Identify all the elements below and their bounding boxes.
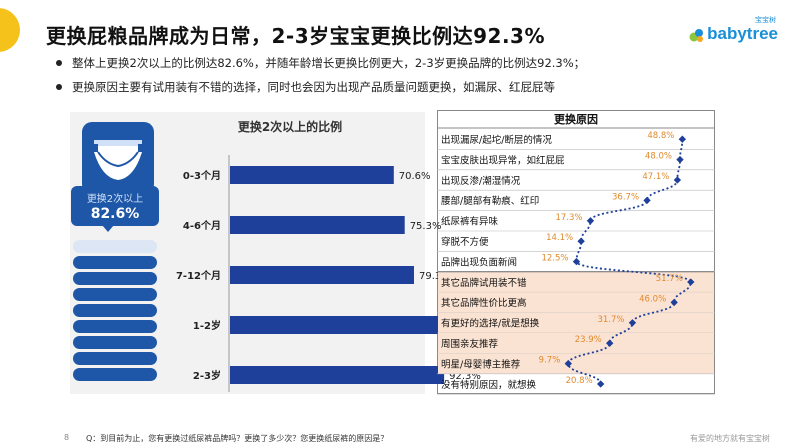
reason-category-label: 没有特别原因，就想换	[441, 379, 537, 391]
reason-point	[687, 278, 695, 286]
bar-chart-title: 更换2次以上的比例	[238, 119, 342, 134]
bar	[230, 166, 394, 184]
reason-point	[596, 380, 605, 388]
page-title: 更换屁粮品牌成为日常，2-3岁宝宝更换比例达92.3%	[46, 24, 546, 48]
reason-point	[564, 359, 572, 368]
overall-badge: 更换2次以上 82.6%	[71, 186, 159, 226]
badge-value: 82.6%	[90, 206, 140, 222]
diaper-icon	[82, 122, 154, 194]
reason-row-highlight	[438, 353, 714, 374]
reasons-chart-title: 更换原因	[554, 112, 598, 126]
reason-value-label: 23.9%	[575, 335, 602, 345]
reason-category-label: 纸尿裤有异味	[441, 216, 499, 228]
reason-category-label: 宝宝皮肤出现异常，如红屁屁	[441, 154, 565, 166]
reason-value-label: 46.0%	[639, 294, 666, 304]
bar	[230, 316, 439, 334]
reason-value-label: 47.1%	[642, 172, 669, 182]
logo-mark-icon	[689, 29, 704, 42]
bar	[230, 366, 445, 384]
reason-category-label: 其它品牌试用装不错	[441, 277, 527, 289]
stack-bar	[73, 288, 157, 301]
bar-value-label: 75.3%	[410, 221, 442, 232]
bar	[230, 266, 414, 284]
logo-text: babytree	[707, 24, 778, 43]
reason-point	[577, 237, 585, 245]
stack-bar	[73, 256, 157, 269]
bullet-item: 整体上更换2次以上的比例达82.6%，并随年龄增长更换比例更大，2-3岁更换品牌…	[56, 55, 585, 71]
bullet-item: 更换原因主要有试用装有不错的选择，同时也会因为出现产品质量问题更换，如漏尿、红屁…	[56, 79, 585, 95]
reason-value-label: 51.7%	[656, 274, 683, 284]
reason-value-label: 20.8%	[566, 376, 593, 386]
bar-value-label: 70.6%	[399, 171, 431, 182]
reason-point	[643, 196, 651, 205]
bar	[230, 216, 405, 234]
reason-value-label: 14.1%	[546, 233, 573, 243]
reason-category-label: 出现漏尿/起坨/断层的情况	[441, 134, 552, 146]
reason-category-label: 穿脱不方便	[441, 236, 489, 248]
footnote-text: Q：到目前为止，您有更换过纸尿裤品牌吗？更换了多少次？您更换纸尿裤的原因是？	[86, 434, 389, 443]
stack-bar	[73, 368, 157, 381]
reason-value-label: 48.8%	[647, 131, 674, 141]
footer-slogan: 有爱的地方就有宝宝树	[690, 434, 770, 443]
footnote-question: Q：到目前为止，您有更换过纸尿裤品牌吗？更换了多少次？您更换纸尿裤的原因是？	[72, 433, 388, 444]
reason-row-highlight	[438, 271, 714, 293]
reason-row-highlight	[438, 333, 714, 354]
reason-point	[572, 257, 581, 266]
reason-point	[586, 217, 595, 225]
bullet-list: 整体上更换2次以上的比例达82.6%，并随年龄增长更换比例更大，2-3岁更换品牌…	[56, 55, 585, 103]
bar-category-label: 0-3个月	[183, 169, 221, 182]
reason-category-label: 出现反渗/潮湿情况	[441, 175, 521, 187]
reason-row-highlight	[438, 292, 714, 313]
reason-point	[678, 135, 687, 143]
reason-point	[628, 319, 637, 327]
reason-value-label: 36.7%	[612, 192, 639, 202]
logo-cn: 宝宝树	[755, 16, 776, 24]
badge-label: 更换2次以上	[86, 194, 144, 205]
reason-category-label: 周围亲友推荐	[441, 338, 499, 350]
reason-category-label: 品牌出现负面新闻	[441, 256, 517, 268]
page-number: 8	[64, 433, 70, 442]
reason-value-label: 17.3%	[555, 213, 582, 223]
reason-point	[673, 176, 682, 184]
bar-category-label: 2-3岁	[193, 369, 221, 382]
reason-value-label: 48.0%	[645, 152, 672, 162]
stack-bar	[73, 336, 157, 349]
bar-category-label: 1-2岁	[193, 319, 221, 332]
brand-logo: babytree 宝宝树	[689, 16, 778, 44]
reason-row-highlight	[438, 312, 714, 333]
corner-accent	[0, 8, 20, 52]
stack-bar	[73, 320, 157, 333]
reason-value-label: 9.7%	[539, 356, 561, 366]
reason-value-label: 31.7%	[597, 315, 624, 325]
reason-point	[606, 339, 614, 347]
reason-value-label: 12.5%	[541, 254, 568, 264]
reason-category-label: 明星/母婴博主推荐	[441, 358, 521, 370]
bar-value-label: 79.3%	[419, 271, 451, 282]
badge-pointer	[102, 225, 114, 232]
stack-bar	[73, 304, 157, 317]
reason-point	[676, 155, 684, 164]
reasons-header-bg	[438, 111, 714, 129]
stack-bar	[73, 272, 157, 285]
reason-category-label: 有更好的选择/就是想换	[441, 318, 540, 330]
bar-category-label: 4-6个月	[183, 219, 221, 232]
reason-category-label: 腰部/腿部有勒痕、红印	[441, 195, 539, 207]
stack-bar	[73, 352, 157, 365]
stack-bar	[73, 240, 157, 253]
reason-category-label: 其它品牌性价比更高	[441, 297, 527, 309]
bar-category-label: 7-12个月	[176, 269, 221, 282]
reason-point	[670, 298, 678, 307]
bar-value-label: 92.3%	[449, 371, 481, 382]
